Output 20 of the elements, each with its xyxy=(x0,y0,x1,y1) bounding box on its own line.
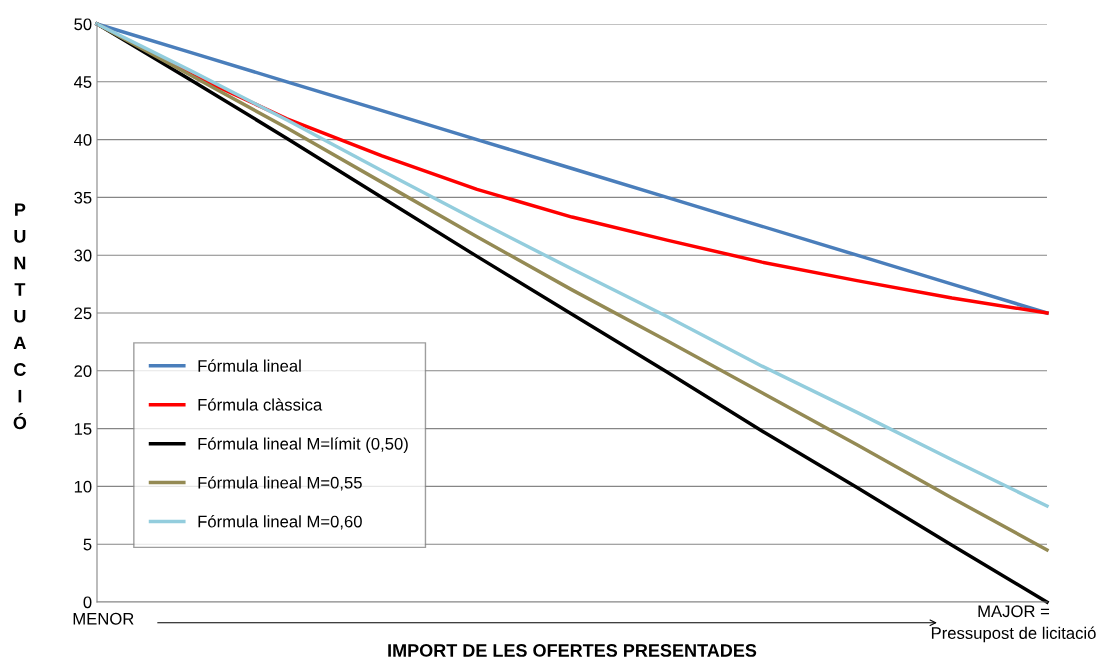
y-tick-label: 50 xyxy=(74,18,92,31)
legend-label: Fórmula lineal M=límit (0,50) xyxy=(198,437,408,454)
text: MAJOR = Pressupost de licitació xyxy=(931,605,1096,643)
y-tick-label: 30 xyxy=(74,249,92,262)
y-tick-label: 40 xyxy=(73,134,92,146)
y-tick-label: 20 xyxy=(74,365,92,377)
y-tick-label: 10 xyxy=(74,480,92,493)
y-tick-label: 45 xyxy=(73,76,92,88)
legend-label: Fórmula lineal xyxy=(198,359,301,372)
y-tick-label: 15 xyxy=(74,423,92,435)
y-tick-label: 25 xyxy=(74,307,92,320)
legend-label: Fórmula lineal M=0,60 xyxy=(198,515,362,530)
y-tick-label: 0 xyxy=(83,596,92,609)
y-tick-label: 35 xyxy=(74,191,92,204)
x-axis-title: IMPORT DE LES OFERTES PRESENTADES xyxy=(388,644,757,657)
text: PUNTUACIÓ xyxy=(13,203,27,430)
legend-label: Fórmula clàssica xyxy=(198,398,323,411)
text: MENOR xyxy=(73,612,134,625)
y-tick-label: 5 xyxy=(83,538,92,551)
legend-label: Fórmula lineal M=0,55 xyxy=(198,476,362,491)
